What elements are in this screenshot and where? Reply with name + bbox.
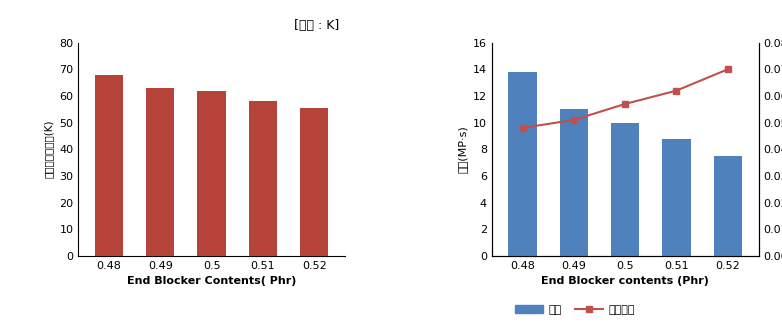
Bar — [714, 156, 742, 256]
Y-axis label: 점도(MP·s): 점도(MP·s) — [457, 125, 467, 173]
X-axis label: End Blocker contents (Phr): End Blocker contents (Phr) — [541, 276, 709, 286]
Bar — [662, 138, 691, 256]
Legend: 점도, 비닐함량: 점도, 비닐함량 — [511, 300, 639, 319]
Bar — [300, 108, 328, 256]
Text: [단위 : K]: [단위 : K] — [294, 19, 339, 32]
Bar — [198, 91, 226, 256]
Bar — [146, 88, 174, 256]
Bar — [249, 101, 277, 256]
Bar — [508, 72, 536, 256]
Bar — [560, 109, 588, 256]
Y-axis label: 용탕점균분시당(K): 용탕점균분시당(K) — [44, 120, 54, 178]
Bar — [95, 74, 123, 256]
X-axis label: End Blocker Contents( Phr): End Blocker Contents( Phr) — [127, 276, 296, 286]
Bar — [611, 123, 639, 256]
